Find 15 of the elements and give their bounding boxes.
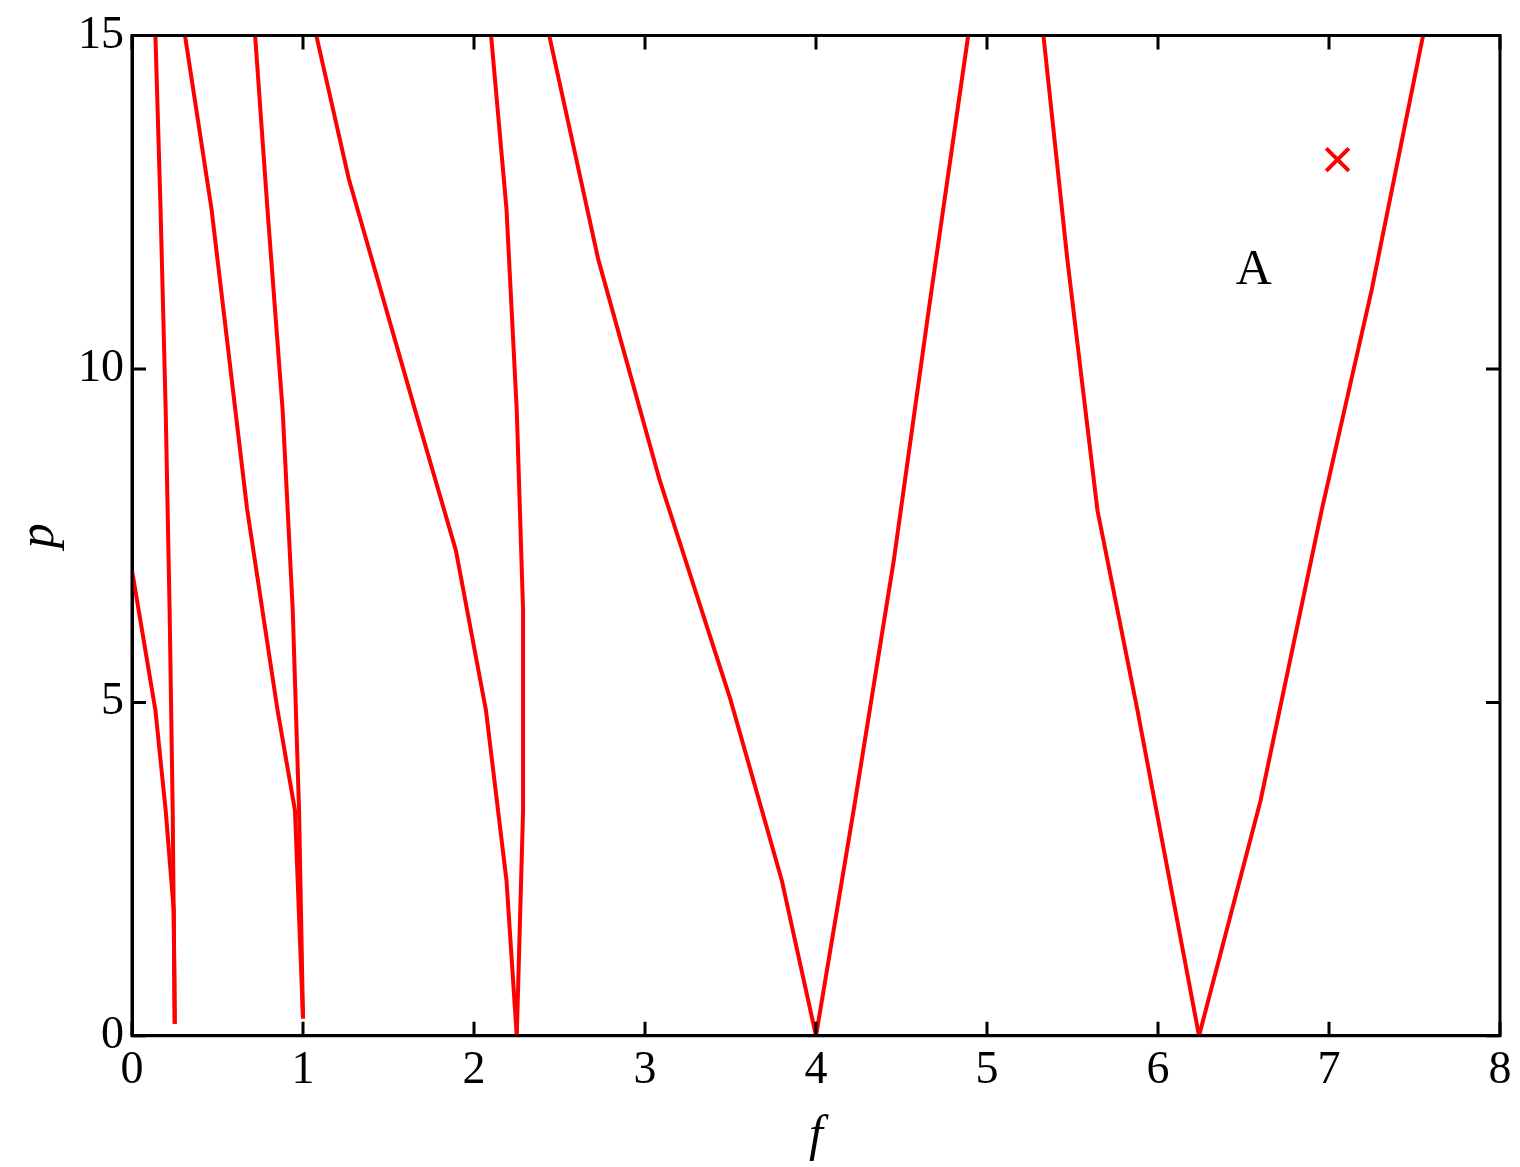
x-tick-label: 1: [291, 1042, 315, 1094]
x-tick-label: 8: [1488, 1042, 1512, 1094]
x-tick-label: 4: [804, 1042, 828, 1094]
x-axis-title: f: [809, 1105, 830, 1162]
y-tick-label: 0: [101, 1006, 124, 1058]
x-tick-label: 5: [975, 1042, 999, 1094]
x-tick-label: 7: [1317, 1042, 1341, 1094]
x-tick-label: 3: [633, 1042, 657, 1094]
x-tick-label: 2: [462, 1042, 486, 1094]
y-tick-label: 15: [78, 6, 124, 58]
y-tick-label: 5: [101, 673, 124, 725]
x-tick-label: 6: [1146, 1042, 1170, 1094]
y-tick-label: 10: [78, 340, 124, 392]
annotation: A: [1235, 238, 1272, 295]
y-axis-title: p: [8, 523, 65, 552]
